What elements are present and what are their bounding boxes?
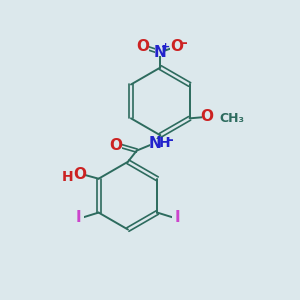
- Text: N: N: [154, 45, 167, 60]
- Text: +: +: [161, 42, 170, 52]
- Text: O: O: [73, 167, 86, 182]
- Text: -: -: [182, 36, 187, 50]
- Text: O: O: [136, 39, 149, 54]
- Bar: [137, 43, 148, 51]
- Bar: [150, 140, 160, 148]
- Text: O: O: [200, 110, 213, 124]
- Bar: [155, 48, 166, 56]
- Bar: [74, 170, 85, 178]
- Text: H: H: [61, 169, 73, 184]
- Text: O: O: [110, 138, 123, 153]
- Bar: [172, 214, 182, 222]
- Text: I: I: [175, 210, 180, 225]
- Bar: [74, 214, 84, 222]
- Text: N: N: [149, 136, 162, 151]
- Bar: [202, 113, 212, 121]
- Text: I: I: [76, 210, 81, 225]
- Text: -: -: [167, 133, 172, 147]
- Bar: [110, 141, 122, 149]
- Bar: [170, 43, 183, 51]
- Text: H: H: [159, 136, 171, 150]
- Text: CH₃: CH₃: [219, 112, 244, 125]
- Text: O: O: [170, 39, 183, 54]
